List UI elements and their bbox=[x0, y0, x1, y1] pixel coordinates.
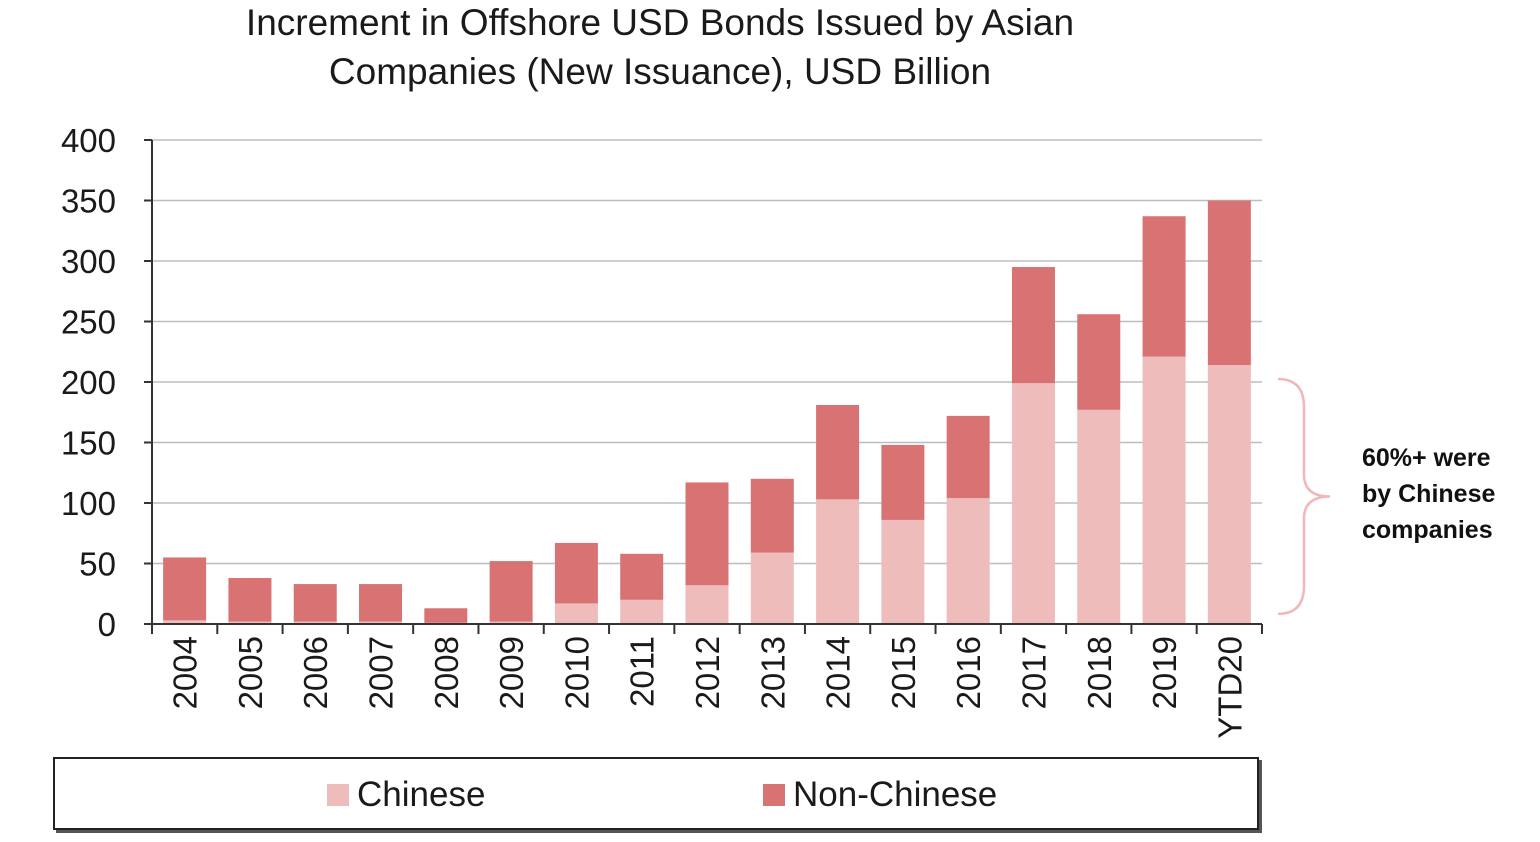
bar-chinese bbox=[1011, 383, 1055, 624]
bar-non-chinese bbox=[946, 415, 990, 499]
x-tick-label: 2004 bbox=[167, 636, 204, 709]
bar-chinese bbox=[554, 603, 598, 624]
y-tick-label: 400 bbox=[61, 122, 116, 159]
x-tick-label: 2014 bbox=[820, 636, 857, 709]
legend-item-chinese: Chinese bbox=[327, 775, 485, 815]
y-tick-label: 0 bbox=[98, 606, 116, 643]
x-tick-label: 2019 bbox=[1146, 636, 1183, 709]
x-tick-label: 2015 bbox=[885, 636, 922, 709]
x-tick-label: 2010 bbox=[558, 636, 595, 709]
x-tick-label: 2018 bbox=[1081, 636, 1118, 709]
gridlines bbox=[152, 139, 1262, 565]
x-tick-label: 2011 bbox=[624, 636, 661, 707]
x-tick-label: 2007 bbox=[363, 636, 400, 709]
bar-non-chinese bbox=[424, 608, 468, 623]
bar-chinese bbox=[489, 621, 533, 624]
bar-chinese bbox=[359, 621, 403, 624]
legend-label-non-chinese: Non-Chinese bbox=[793, 775, 998, 814]
bar-chinese bbox=[685, 585, 729, 624]
bar-chinese bbox=[163, 620, 207, 624]
bars bbox=[163, 200, 1251, 624]
bar-chinese bbox=[293, 621, 337, 624]
y-tick-label: 250 bbox=[61, 304, 116, 341]
bar-chinese bbox=[750, 552, 794, 624]
y-tick-label: 100 bbox=[61, 485, 116, 522]
legend-swatch-chinese bbox=[327, 784, 349, 806]
bar-chinese bbox=[816, 499, 860, 624]
y-tick-label: 350 bbox=[61, 183, 116, 220]
x-tick-label: 2009 bbox=[493, 636, 530, 709]
x-tick-label: 2017 bbox=[1015, 636, 1052, 709]
bar-chinese bbox=[620, 599, 664, 624]
bar-non-chinese bbox=[1077, 314, 1121, 410]
annotation-line: companies bbox=[1362, 516, 1493, 544]
bar-non-chinese bbox=[816, 404, 860, 500]
y-tick-label: 50 bbox=[79, 546, 116, 583]
bar-chinese bbox=[1207, 365, 1251, 624]
x-tick-label: 2016 bbox=[950, 636, 987, 709]
y-tick-label: 300 bbox=[61, 243, 116, 280]
x-tick-label: 2005 bbox=[232, 636, 269, 709]
bar-non-chinese bbox=[620, 553, 664, 600]
bar-non-chinese bbox=[163, 557, 207, 621]
annotation-text: 60%+ were by Chinese companies bbox=[1362, 440, 1537, 548]
bar-chinese bbox=[881, 519, 925, 624]
x-tick-label: 2008 bbox=[428, 636, 465, 709]
chart-title-line-2: Companies (New Issuance), USD Billion bbox=[328, 51, 992, 92]
legend-label-chinese: Chinese bbox=[357, 775, 486, 814]
bar-non-chinese bbox=[750, 478, 794, 553]
bar-chinese bbox=[946, 498, 990, 624]
chart-title-line-1: Increment in Offshore USD Bonds Issued b… bbox=[245, 2, 1075, 43]
legend-swatch-non-chinese bbox=[763, 784, 785, 806]
bar-non-chinese bbox=[881, 444, 925, 520]
bar-chinese bbox=[1077, 409, 1121, 624]
y-tick-label: 200 bbox=[61, 364, 116, 401]
legend-item-non-chinese: Non-Chinese bbox=[763, 775, 997, 815]
bar-chinese bbox=[1142, 356, 1186, 624]
bar-non-chinese bbox=[1011, 267, 1055, 384]
bar-chinese bbox=[228, 621, 272, 624]
x-tick-label: 2012 bbox=[689, 636, 726, 709]
bar-non-chinese bbox=[293, 584, 337, 622]
y-tick-label: 150 bbox=[61, 425, 116, 462]
annotation-line: by Chinese bbox=[1362, 480, 1496, 508]
legend: Chinese Non-Chinese bbox=[53, 757, 1259, 830]
bar-non-chinese bbox=[228, 578, 272, 622]
x-tick-label: YTD20 bbox=[1211, 636, 1248, 739]
axes: 0 50 100 150 200 250 300 350 400 2004 2005 2006 2007… bbox=[61, 122, 1263, 739]
bar-non-chinese bbox=[1207, 200, 1251, 366]
bar-non-chinese bbox=[685, 482, 729, 586]
bar-non-chinese bbox=[1142, 216, 1186, 357]
x-tick-label: 2006 bbox=[297, 636, 334, 709]
bar-non-chinese bbox=[489, 561, 533, 622]
annotation-bracket bbox=[1277, 377, 1331, 616]
x-tick-label: 2013 bbox=[754, 636, 791, 709]
annotation-line: 60%+ were bbox=[1362, 444, 1491, 472]
bar-non-chinese bbox=[554, 542, 598, 604]
bar-non-chinese bbox=[359, 584, 403, 622]
brace-bracket bbox=[1277, 377, 1331, 616]
